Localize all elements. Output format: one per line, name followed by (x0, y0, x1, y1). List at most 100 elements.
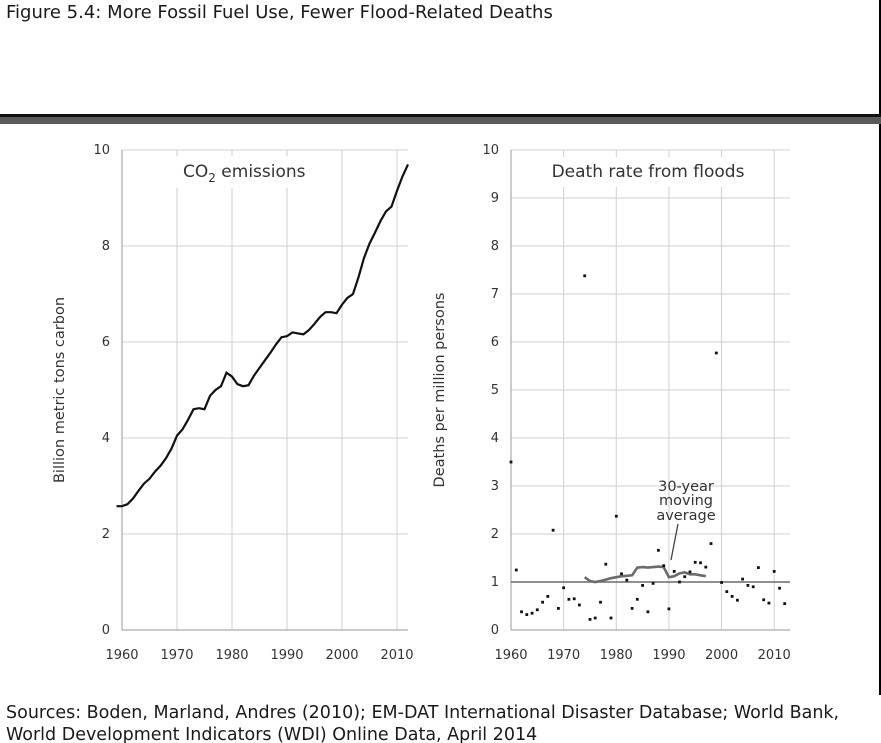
flood-data-point (704, 565, 708, 569)
co2-y-tick-labels: 0 2 4 6 8 10 (93, 143, 110, 638)
flood-data-point (651, 582, 655, 585)
frame-border (879, 0, 881, 695)
flood-data-point (541, 600, 544, 604)
flood-data-point (620, 572, 623, 576)
flood-y-tick-label: 4 (491, 431, 499, 446)
co2-title-main: CO (183, 162, 208, 182)
flood-y-tick-labels: 0 1 2 3 4 5 6 7 8 9 10 (482, 143, 499, 638)
flood-x-tick-label: 1980 (600, 648, 633, 663)
flood-title-box (526, 157, 770, 187)
flood-data-point (567, 597, 571, 601)
flood-data-point (625, 578, 629, 582)
flood-death-rate-chart: 0 1 2 3 4 5 6 7 8 9 10 1960 1970 1980 1990 2000 2010 De… (432, 143, 791, 663)
flood-data-point (646, 610, 650, 614)
co2-y-tick-label: 8 (102, 239, 110, 254)
co2-x-tick-label: 1990 (270, 648, 303, 663)
flood-data-point (535, 608, 539, 612)
flood-data-point (751, 585, 755, 589)
co2-emissions-line (116, 163, 409, 508)
flood-chart-title: Death rate from floods (552, 162, 745, 182)
co2-gridlines (121, 149, 408, 631)
flood-data-point (667, 607, 671, 611)
flood-data-point (614, 514, 618, 518)
flood-data-point (604, 562, 608, 566)
flood-data-point (562, 586, 565, 590)
flood-data-point (746, 584, 750, 587)
flood-x-tick-label: 1960 (494, 648, 527, 663)
flood-data-point (525, 613, 529, 616)
co2-emissions-chart: 0 2 4 6 8 10 1960 1970 1980 1990 2000 2010 Billion… (52, 143, 414, 663)
flood-data-point (588, 618, 592, 621)
flood-y-tick-label: 2 (491, 527, 499, 542)
header-rule (0, 114, 881, 117)
flood-data-point (662, 564, 666, 568)
flood-data-point (757, 566, 760, 569)
flood-x-tick-label: 1970 (547, 648, 580, 663)
co2-title-rest: emissions (216, 162, 306, 182)
flood-y-tick-label: 8 (491, 239, 499, 254)
flood-y-tick-label: 9 (491, 191, 499, 206)
annotation-line-1: 30-year (658, 479, 714, 495)
co2-y-tick-label: 2 (102, 527, 110, 542)
co2-y-tick-label: 0 (102, 623, 110, 638)
flood-data-point (699, 561, 702, 565)
co2-title-subscript: 2 (208, 171, 216, 185)
flood-data-point (683, 575, 687, 579)
flood-data-point (583, 274, 587, 278)
co2-chart-title: CO2 emissions (183, 162, 306, 185)
flood-data-point (736, 598, 739, 602)
moving-average-annotation: 30-year moving average (656, 479, 716, 561)
flood-data-point (546, 595, 550, 598)
flood-x-tick-label: 2000 (705, 648, 738, 663)
co2-x-tick-labels: 1960 1970 1980 1990 2000 2010 (105, 648, 413, 663)
co2-plot-area (122, 150, 408, 630)
sources-note: Sources: Boden, Marland, Andres (2010); … (6, 703, 840, 743)
co2-title-box (175, 156, 333, 188)
co2-x-tick-label: 1970 (160, 648, 193, 663)
flood-y-tick-label: 0 (491, 623, 499, 638)
figure-title: Figure 5.4: More Fossil Fuel Use, Fewer … (6, 2, 553, 23)
flood-data-point (557, 607, 560, 610)
flood-data-point (630, 607, 634, 610)
flood-data-point (678, 580, 681, 584)
co2-x-tick-label: 1960 (105, 648, 138, 663)
co2-y-tick-label: 4 (102, 431, 110, 446)
annotation-line-3: average (656, 508, 715, 524)
flood-data-point (578, 603, 581, 607)
flood-data-point (778, 586, 781, 590)
flood-data-point (709, 542, 713, 545)
co2-y-axis-label: Billion metric tons carbon (52, 297, 68, 483)
flood-y-tick-label: 6 (491, 335, 499, 350)
flood-data-point (530, 611, 534, 615)
moving-average-line (583, 565, 707, 584)
flood-data-point (572, 597, 576, 601)
flood-data-point (509, 460, 513, 464)
flood-data-point (551, 528, 555, 532)
flood-y-tick-label: 1 (491, 575, 499, 590)
flood-y-tick-label: 3 (491, 479, 499, 494)
flood-data-point (767, 601, 771, 605)
flood-data-point (635, 597, 639, 601)
flood-y-axis-label: Deaths per million persons (432, 293, 448, 488)
co2-x-tick-label: 1980 (215, 648, 248, 663)
flood-data-point (609, 616, 613, 620)
flood-y-tick-label: 10 (482, 143, 499, 158)
flood-x-tick-label: 2010 (758, 648, 791, 663)
flood-data-point (730, 595, 734, 598)
flood-data-point (593, 616, 597, 620)
flood-data-point (672, 570, 676, 573)
flood-data-point (725, 590, 729, 593)
annotation-pointer (670, 523, 679, 561)
header-band (0, 117, 881, 124)
flood-data-point (514, 568, 518, 572)
flood-data-point (657, 548, 660, 552)
flood-data-point (693, 560, 697, 564)
flood-data-point (599, 600, 602, 604)
flood-y-tick-label: 7 (491, 287, 499, 302)
co2-x-tick-label: 2000 (325, 648, 358, 663)
flood-x-tick-labels: 1960 1970 1980 1990 2000 2010 (494, 648, 790, 663)
flood-data-point (641, 584, 644, 587)
flood-data-point (772, 570, 776, 573)
flood-data-point (720, 581, 723, 584)
